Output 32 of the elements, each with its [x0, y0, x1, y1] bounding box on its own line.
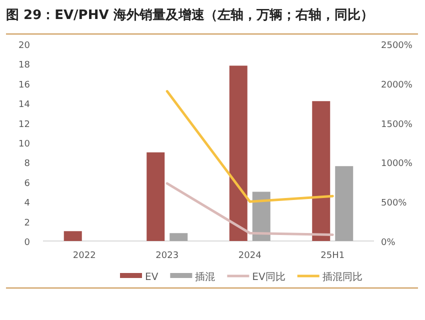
y-tick-label: 2	[24, 218, 30, 228]
y2-tick-label: 500%	[381, 198, 408, 209]
y2-tick-label: 1500%	[381, 120, 413, 130]
y-tick-label: 20	[18, 41, 30, 51]
y-tick-label: 8	[24, 159, 30, 170]
y-tick-label: 14	[18, 100, 30, 110]
y-tick-label: 18	[18, 60, 30, 71]
y-tick-label: 10	[18, 140, 30, 150]
x-tick-label: 25H1	[320, 251, 345, 261]
bar	[170, 233, 188, 241]
bar	[229, 66, 248, 241]
x-tick-label: 2022	[72, 251, 96, 261]
bar	[146, 152, 165, 241]
y-tick-label: 12	[18, 120, 30, 130]
bar	[64, 231, 82, 241]
legend-label: 插混	[195, 271, 216, 283]
x-tick-label: 2023	[156, 251, 179, 261]
y-tick-label: 16	[18, 80, 30, 90]
y2-tick-label: 2000%	[381, 80, 413, 90]
bar	[312, 101, 330, 241]
y-tick-label: 4	[24, 198, 30, 209]
x-tick-label: 2024	[238, 251, 262, 261]
y-tick-label: 6	[24, 178, 30, 189]
y2-tick-label: 0%	[381, 238, 396, 248]
bar	[335, 166, 354, 241]
legend-label: EV同比	[252, 271, 286, 283]
legend-label: 插混同比	[322, 271, 362, 283]
chart-title: 图 29：EV/PHV 海外销量及增速（左轴，万辆；右轴，同比）	[6, 8, 374, 23]
legend-label: EV	[145, 272, 158, 283]
y2-tick-label: 1000%	[381, 159, 413, 170]
y-tick-label: 0	[24, 238, 30, 248]
y2-tick-label: 2500%	[381, 41, 413, 51]
